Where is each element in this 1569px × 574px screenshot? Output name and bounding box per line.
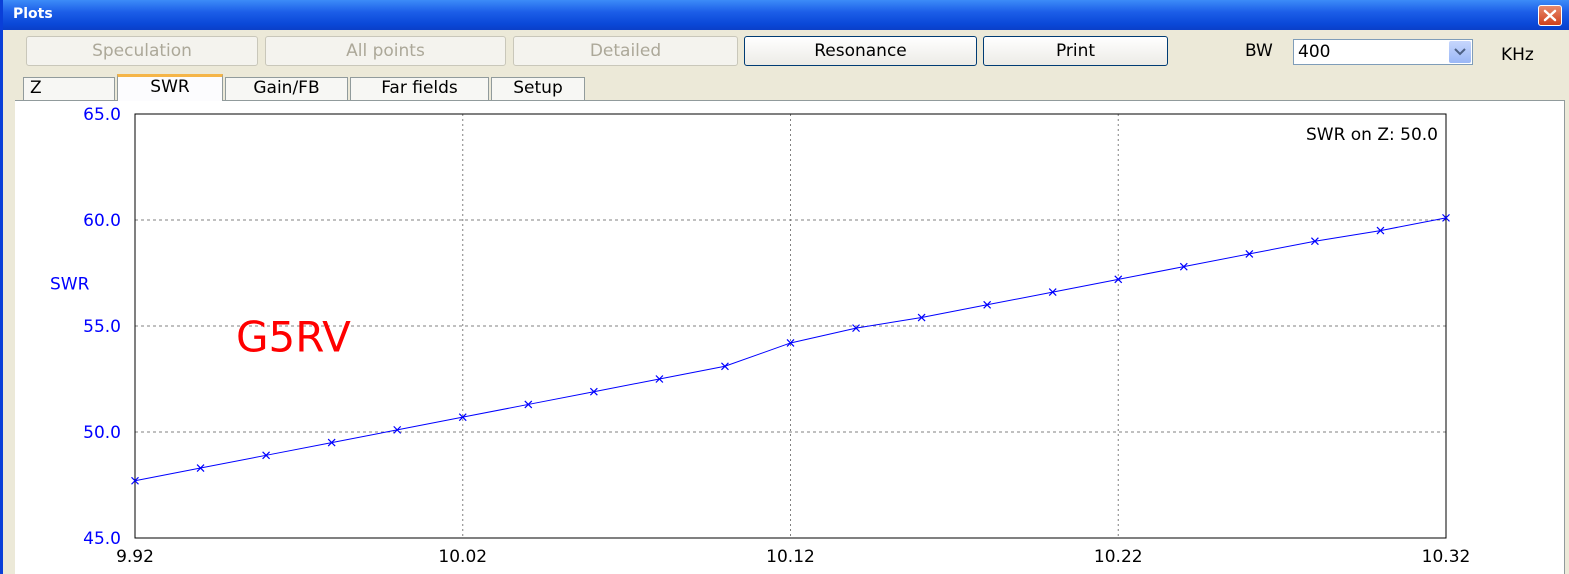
close-icon (1543, 9, 1557, 22)
x-tick-label: 10.22 (1094, 547, 1143, 567)
tab-far-fields[interactable]: Far fields (350, 77, 489, 100)
swr-reference-annotation: SWR on Z: 50.0 (1306, 125, 1438, 145)
data-point-marker (655, 375, 664, 383)
grid-lines (135, 114, 1446, 538)
tab-setup[interactable]: Setup (491, 77, 585, 100)
data-point-marker (1376, 226, 1385, 235)
plot-frame (134, 113, 1447, 539)
data-point-marker (1310, 237, 1319, 246)
data-point-marker (786, 339, 795, 347)
window-title: Plots (13, 6, 53, 22)
x-tick-label: 9.92 (116, 547, 154, 567)
data-point-marker (1442, 213, 1450, 222)
y-tick-label: 45.0 (83, 529, 121, 549)
tab-z[interactable]: Z (23, 77, 115, 100)
tab-swr[interactable]: SWR (117, 74, 223, 101)
dropdown-button[interactable] (1449, 41, 1471, 63)
data-point-marker (196, 464, 205, 472)
data-point-marker (458, 413, 467, 422)
data-point-marker (1245, 249, 1254, 258)
tick-labels: 9.92 10.02 10.12 10.22 10.32 45.0 50.0 55.0 60.0… (83, 105, 1470, 567)
data-point-marker (131, 476, 139, 485)
swr-series (131, 213, 1450, 485)
y-tick-label: 60.0 (83, 211, 121, 231)
data-point-marker (1048, 288, 1057, 297)
y-tick-label: 50.0 (83, 423, 121, 443)
y-axis-label: SWR (50, 275, 90, 295)
data-point-marker (393, 425, 402, 434)
data-point-marker (721, 362, 729, 371)
data-point-marker (983, 300, 992, 309)
bw-select[interactable]: 400 (1293, 39, 1473, 65)
all-points-button[interactable]: All points (265, 36, 506, 66)
bw-unit-label: KHz (1501, 45, 1534, 65)
detailed-button[interactable]: Detailed (513, 36, 738, 66)
bw-value: 400 (1298, 42, 1331, 62)
tab-gain-fb[interactable]: Gain/FB (225, 77, 348, 100)
x-tick-label: 10.32 (1422, 547, 1471, 567)
close-button[interactable] (1538, 5, 1562, 26)
x-tick-label: 10.12 (766, 547, 815, 567)
x-tick-label: 10.02 (438, 547, 487, 567)
data-point-marker (917, 313, 926, 322)
data-point-marker (524, 400, 533, 409)
bw-label: BW (1245, 41, 1273, 61)
resonance-button[interactable]: Resonance (744, 36, 977, 66)
y-tick-label: 55.0 (83, 317, 121, 337)
print-button[interactable]: Print (983, 36, 1168, 66)
data-point-marker (1114, 275, 1123, 284)
g5rv-label: G5RV (236, 312, 351, 361)
data-point-marker (589, 387, 598, 396)
data-point-marker (262, 451, 271, 460)
chevron-down-icon (1454, 48, 1466, 56)
y-tick-label: 65.0 (83, 105, 121, 125)
data-point-marker (1179, 262, 1188, 271)
speculation-button[interactable]: Speculation (26, 36, 258, 66)
title-bar[interactable]: Plots (3, 0, 1569, 30)
data-point-marker (852, 324, 860, 333)
data-point-marker (327, 438, 336, 447)
